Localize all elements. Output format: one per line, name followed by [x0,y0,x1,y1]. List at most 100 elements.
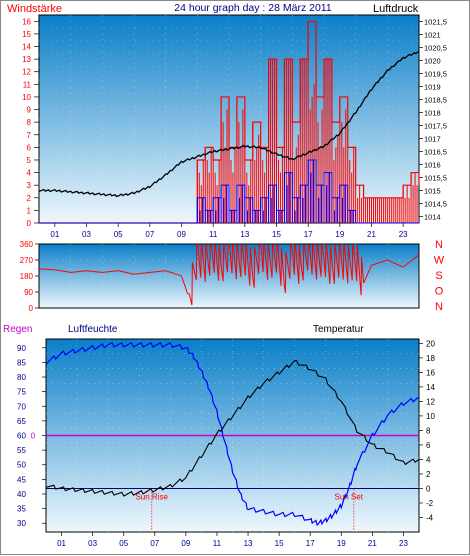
pressure-y-tick-label: 1021,5 [424,18,447,27]
wind-y-tick-label: 16 [22,17,31,26]
x-tick-label: 01 [57,539,66,548]
x-tick-label: 05 [119,539,128,548]
wind-avg-line [39,159,419,224]
pressure-y-tick-label: 1014,5 [424,200,447,209]
humidity-y-tick-label: 75 [17,388,26,397]
wind-y-tick-label: 2 [27,194,32,203]
wind-y-tick-label: 14 [22,43,31,52]
temperature-y-tick-label: -4 [426,513,434,522]
temperature-y-tick-label: 0 [426,484,431,493]
humidity-y-tick-label: 85 [17,358,26,367]
humidity-y-tick-label: 35 [17,505,26,514]
x-tick-label: 17 [306,539,315,548]
wind-y-tick-label: 11 [23,80,32,89]
temperature-y-tick-label: 12 [426,397,435,406]
direction-letter-o: O [435,286,444,298]
x-tick-label: 19 [337,539,346,548]
temperature-y-tick-label: -2 [426,499,434,508]
direction-letter-n: N [435,239,443,251]
x-tick-label: 11 [213,539,222,548]
humidity-y-tick-label: 55 [17,446,26,455]
direction-letter-s: S [435,270,442,282]
wind-y-tick-label: 12 [22,68,31,77]
x-tick-label: 07 [145,230,154,239]
x-tick-label: 21 [368,539,377,548]
wind-y-tick-label: 3 [27,181,32,190]
temperature-y-tick-label: 20 [426,339,435,348]
temperature-y-tick-label: 18 [426,354,435,363]
rain-value-label: 0 [31,432,36,441]
direction-y-tick-label: 0 [29,304,34,313]
temperature-y-tick-label: 4 [426,455,431,464]
x-tick-label: 23 [399,230,408,239]
x-tick-label: 09 [181,539,190,548]
wind-y-tick-label: 4 [27,169,32,178]
temperature-y-tick-label: 14 [426,383,435,392]
x-tick-label: 13 [240,230,249,239]
x-tick-label: 13 [244,539,253,548]
x-tick-label: 01 [50,230,59,239]
x-tick-label: 15 [275,539,284,548]
direction-y-tick-label: 360 [20,240,34,249]
pressure-y-tick-label: 1015,5 [424,174,447,183]
humidity-title: Luftfeuchte [68,324,118,335]
wind-y-tick-label: 15 [22,30,31,39]
pressure-y-tick-label: 1019 [424,83,441,92]
temperature-y-tick-label: 2 [426,470,431,479]
pressure-y-tick-label: 1016 [424,161,441,170]
wind-y-tick-label: 13 [22,55,31,64]
pressure-y-tick-label: 1019,5 [424,70,447,79]
wind-pressure-chart: 01234567891011121314151610141014,5101510… [22,14,447,239]
pressure-y-tick-label: 1020,5 [424,44,447,53]
wind-y-tick-label: 5 [27,156,32,165]
pressure-y-tick-label: 1017 [424,135,441,144]
temperature-y-tick-label: 16 [426,368,435,377]
graph-date-title: 24 hour graph day : 28 März 2011 [174,2,332,14]
pressure-y-tick-label: 1016,5 [424,148,447,157]
x-tick-label: 03 [88,539,97,548]
wind-y-tick-label: 8 [27,118,32,127]
x-tick-label: 23 [399,539,408,548]
pressure-y-tick-label: 1018 [424,109,441,118]
humidity-temperature-chart: Regen Luftfeuchte Temperatur30354045505560… [3,324,435,548]
temperature-y-tick-label: 6 [426,441,431,450]
wind-max-line [39,20,420,224]
direction-y-tick-label: 270 [20,256,34,265]
x-tick-label: 21 [367,230,376,239]
humidity-y-tick-label: 40 [17,490,26,499]
temperature-title: Temperatur [313,324,364,335]
humidity-line [45,341,420,526]
humidity-y-tick-label: 30 [17,519,26,528]
pressure-y-tick-label: 1014 [424,213,441,222]
sun-set-label: Sun Set [334,492,363,501]
wind-max-series [196,21,418,223]
pressure-y-tick-label: 1017,5 [424,122,447,131]
x-tick-label: 03 [82,230,91,239]
pressure-y-tick-label: 1020 [424,57,441,66]
x-tick-label: 19 [335,230,344,239]
wind-y-tick-label: 9 [27,106,32,115]
pressure-title: Luftdruck [373,3,419,15]
temperature-y-tick-label: 10 [426,412,435,421]
sun-rise-label: Sun Rise [135,492,168,501]
pressure-y-tick-label: 1018,5 [424,96,447,105]
rain-title: Regen [3,324,32,335]
wind-direction-line [38,243,420,306]
direction-letter-n: N [435,301,443,313]
humidity-y-tick-label: 45 [17,475,26,484]
wind-y-tick-label: 0 [27,219,32,228]
wind-y-tick-label: 10 [22,93,31,102]
wind-y-tick-label: 1 [27,206,32,215]
wind-direction-plot-area [38,243,420,309]
pressure-line [38,50,420,198]
temperature-line [45,360,420,497]
x-tick-label: 17 [304,230,313,239]
direction-y-tick-label: 180 [20,272,34,281]
humidity-y-tick-label: 50 [17,461,26,470]
pressure-y-tick-label: 1021 [424,31,441,40]
pressure-y-tick-label: 1015 [424,187,441,196]
direction-letter-w: W [434,255,445,267]
humidity-y-tick-label: 60 [17,432,26,441]
